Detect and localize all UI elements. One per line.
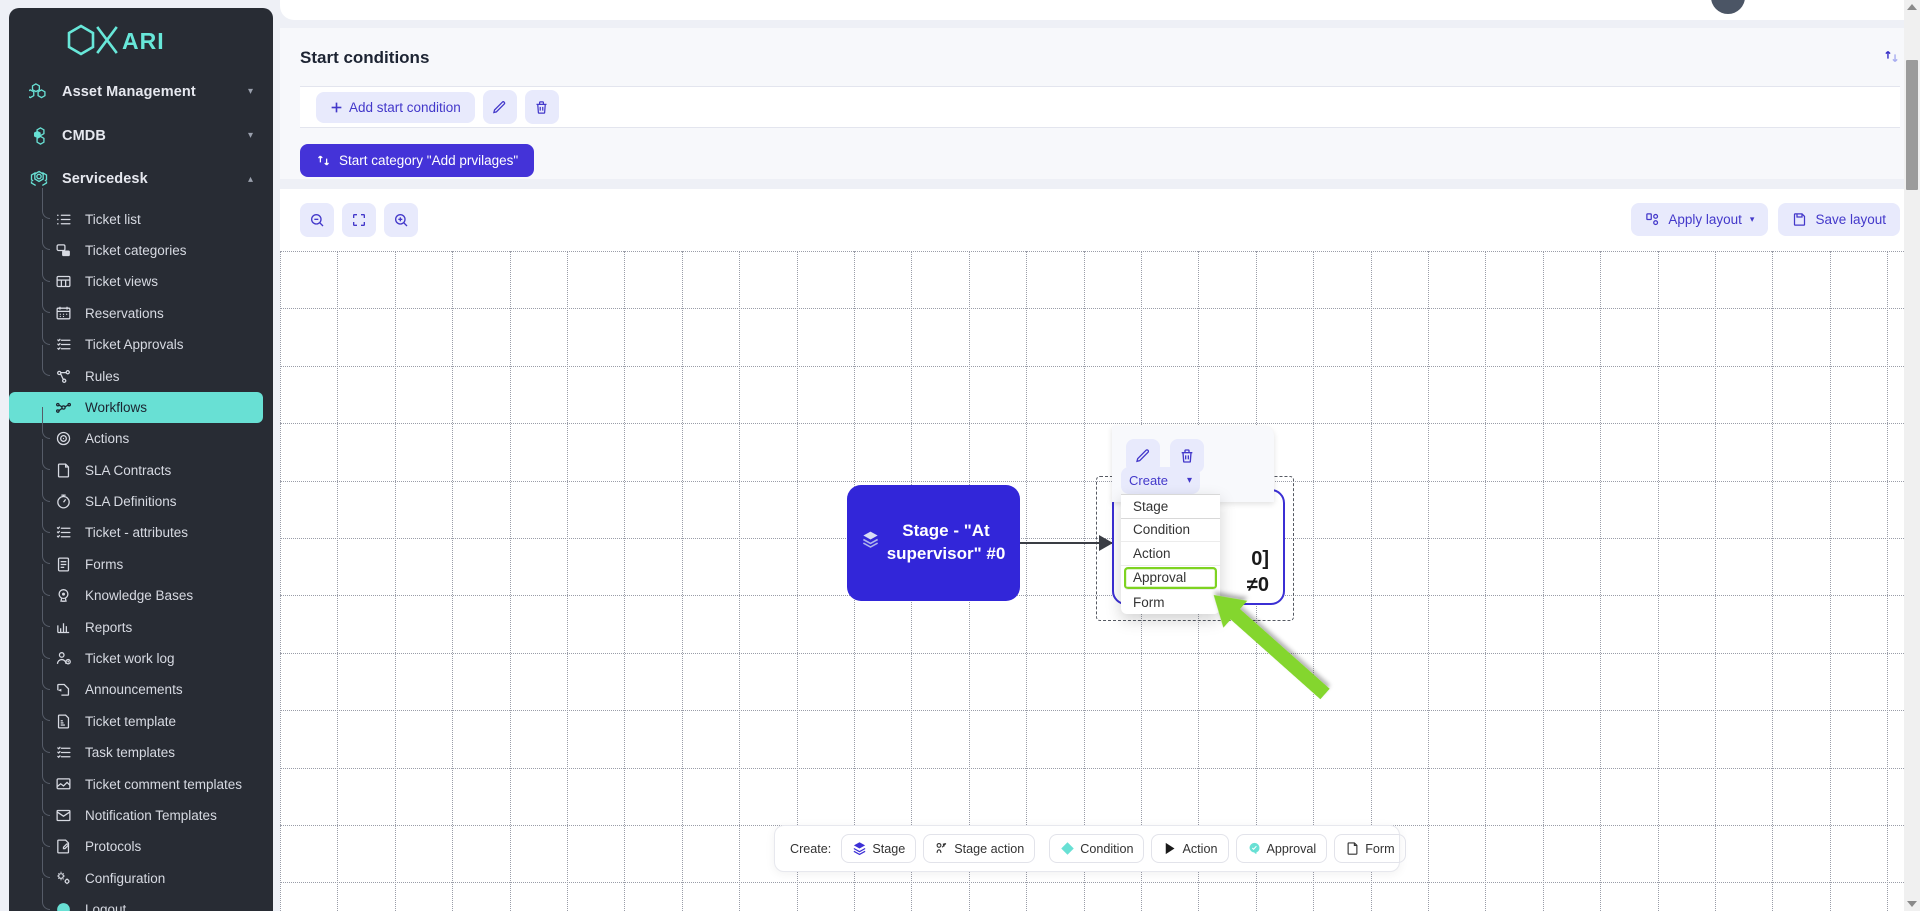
svg-text:ARI: ARI (122, 28, 165, 54)
